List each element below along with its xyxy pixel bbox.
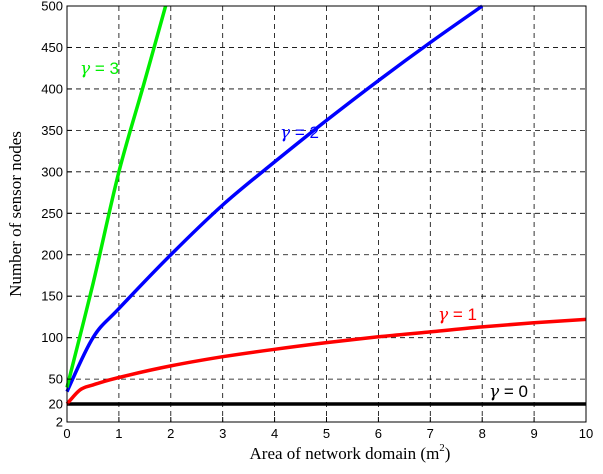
x-tick-label: 6 bbox=[375, 426, 382, 441]
y-tick-label: 350 bbox=[41, 123, 63, 138]
y-tick-label: 50 bbox=[49, 372, 63, 387]
gamma-symbol: γ bbox=[280, 123, 291, 143]
y-axis-title: Number of sensor nodes bbox=[6, 131, 25, 297]
curve-gamma-1 bbox=[65, 317, 587, 406]
x-tick-label: 1 bbox=[115, 426, 122, 441]
x-tick-label: 7 bbox=[427, 426, 434, 441]
series-label-value: = 3 bbox=[90, 59, 119, 78]
gamma-symbol: γ bbox=[489, 382, 500, 402]
x-tick-label: 8 bbox=[479, 426, 486, 441]
x-tick-label: 3 bbox=[219, 426, 226, 441]
series-label-value: = 1 bbox=[448, 305, 477, 324]
x-tick-label: 4 bbox=[271, 426, 278, 441]
series-label-gamma-2: γ = 2 bbox=[280, 123, 319, 143]
y-tick-label: 2 bbox=[56, 415, 63, 430]
series-label-gamma-0: γ = 0 bbox=[489, 382, 528, 402]
series-label-gamma-3: γ = 3 bbox=[80, 59, 119, 79]
x-axis-title-suffix: ) bbox=[445, 444, 451, 463]
y-tick-label: 450 bbox=[41, 40, 63, 55]
gamma-symbol: γ bbox=[438, 305, 449, 325]
x-axis: 0 1 2 3 4 5 6 7 8 9 10 bbox=[63, 417, 593, 441]
y-axis: 2 20 50 100 150 200 250 300 350 400 450 500 bbox=[41, 0, 72, 430]
series-lines bbox=[65, 4, 587, 406]
curve-gamma-2 bbox=[65, 4, 484, 393]
x-tick-label: 9 bbox=[530, 426, 537, 441]
y-tick-label: 200 bbox=[41, 247, 63, 262]
y-tick-label: 150 bbox=[41, 289, 63, 304]
x-tick-label: 10 bbox=[579, 426, 593, 441]
y-tick-label: 400 bbox=[41, 81, 63, 96]
grid bbox=[67, 6, 586, 422]
x-axis-title: Area of network domain (m2) bbox=[250, 442, 451, 463]
gamma-symbol: γ bbox=[80, 59, 91, 79]
series-labels: γ = 0γ = 1γ = 2γ = 3 bbox=[80, 59, 528, 402]
y-tick-label: 300 bbox=[41, 164, 63, 179]
series-label-value: = 2 bbox=[290, 123, 319, 142]
y-tick-label: 500 bbox=[41, 0, 63, 14]
y-tick-label: 20 bbox=[49, 397, 63, 412]
series-label-gamma-1: γ = 1 bbox=[438, 305, 477, 325]
x-tick-label: 5 bbox=[323, 426, 330, 441]
y-tick-label: 250 bbox=[41, 206, 63, 221]
series-label-value: = 0 bbox=[499, 382, 528, 401]
x-axis-title-superscript: 2 bbox=[439, 442, 445, 454]
y-tick-label: 100 bbox=[41, 330, 63, 345]
curve-gamma-3 bbox=[65, 5, 168, 388]
x-tick-label: 0 bbox=[63, 426, 70, 441]
x-tick-label: 2 bbox=[167, 426, 174, 441]
